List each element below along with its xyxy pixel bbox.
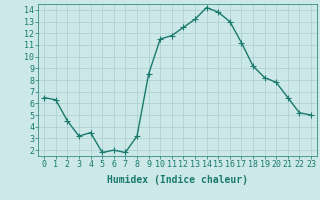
X-axis label: Humidex (Indice chaleur): Humidex (Indice chaleur) (107, 175, 248, 185)
